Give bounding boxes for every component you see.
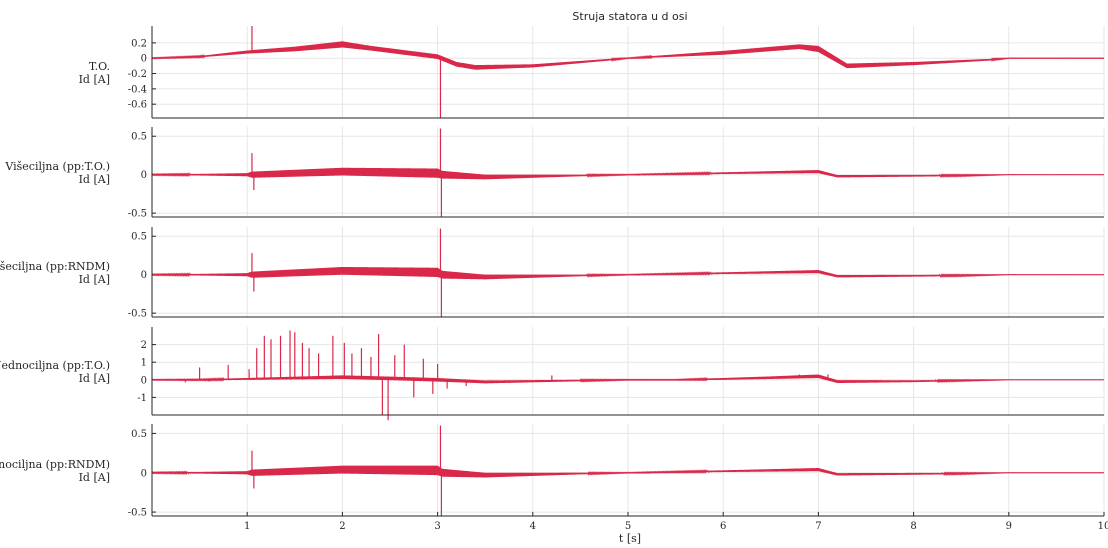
x-tick-label: 8 (910, 521, 916, 532)
signal-line (151, 266, 1105, 280)
y-tick-label: 2 (141, 340, 147, 351)
y-tick-label: 0.5 (131, 232, 147, 243)
y-tick-label: -0.5 (128, 508, 147, 519)
y-tick-label: 0.2 (131, 38, 147, 49)
y-tick-label: 0 (141, 54, 147, 65)
signal-line (151, 41, 1105, 70)
y-axis-label-line: Id [A] (79, 73, 110, 86)
panel-1: 0.2 0 -0.2 -0.4 -0.6 T.O. Id [A] (79, 26, 1105, 119)
y-tick-label: -1 (137, 393, 147, 404)
y-tick-label: -0.6 (128, 100, 147, 111)
signal-line (151, 465, 1105, 478)
x-tick-label: 3 (434, 521, 440, 532)
y-tick-label: 0 (141, 170, 147, 181)
y-tick-label: 0 (141, 375, 147, 386)
y-tick-label: -0.5 (128, 209, 147, 220)
y-axis-label-line: Id [A] (79, 471, 110, 484)
y-axis-label: Jednociljna (pp:RNDM)Id [A] (0, 458, 110, 484)
y-axis-label-line: Jednociljna (pp:RNDM) (0, 458, 110, 471)
panel-3: 0.5 0 -0.5 Višeciljna (pp:RNDM) Id [A] (0, 227, 1105, 320)
y-tick-label: 0 (141, 270, 147, 281)
y-axis-label-line: Višeciljna (pp:T.O.) (4, 160, 110, 173)
x-tick-label: 6 (720, 521, 726, 532)
y-axis-label: Jednociljna (pp:T.O.) Id [A] (0, 359, 110, 385)
y-tick-label: -0.4 (128, 84, 147, 95)
y-tick-label: 0.5 (131, 132, 147, 143)
y-tick-label: 0 (141, 468, 147, 479)
y-tick-label: -0.2 (128, 69, 147, 80)
x-tick-label: 4 (530, 521, 536, 532)
y-tick-label: 1 (141, 358, 147, 369)
y-axis-label: Višeciljna (pp:RNDM) Id [A] (0, 260, 110, 286)
panel-2: 0.5 0 -0.5 Višeciljna (pp:T.O.) Id [A] (4, 127, 1105, 220)
x-tick-label: 1 (244, 521, 250, 532)
x-tick-label: 5 (625, 521, 631, 532)
x-tick-label: 2 (339, 521, 345, 532)
signal-line (151, 374, 1105, 384)
x-tick-label: 7 (815, 521, 821, 532)
x-tick-labels: 1 2 3 4 5 6 7 8 9 10 (244, 512, 1108, 532)
y-axis-label: Višeciljna (pp:T.O.) Id [A] (4, 160, 110, 186)
y-tick-label: -0.5 (128, 309, 147, 320)
y-axis-label-line: Id [A] (79, 173, 110, 186)
x-tick-label: 9 (1006, 521, 1012, 532)
panels: 0.20-0.2-0.4-0.6T.O. Id [A]0.50-0.5Višeci… (0, 26, 1105, 519)
signal-line (151, 167, 1105, 180)
panel-4: 2 1 0 -1 Jednociljna (pp:T.O.) Id [A] (0, 327, 1105, 421)
panel-5: 0.5 0 -0.5 Jednociljna (pp:RNDM)Id [A] (0, 424, 1105, 519)
y-axis-label: T.O. Id [A] (79, 60, 110, 86)
y-axis-label-line: Id [A] (79, 273, 110, 286)
chart-title: Struja statora u d osi (572, 10, 687, 23)
y-axis-label-line: Jednociljna (pp:T.O.) (0, 359, 110, 372)
y-tick-label: 0.5 (131, 429, 147, 440)
y-axis-label-line: T.O. (89, 60, 110, 73)
y-axis-label-line: Id [A] (79, 372, 110, 385)
y-axis-label-line: Višeciljna (pp:RNDM) (0, 260, 110, 273)
x-axis-label: t [s] (619, 532, 641, 545)
x-tick-label: 10 (1098, 521, 1108, 532)
